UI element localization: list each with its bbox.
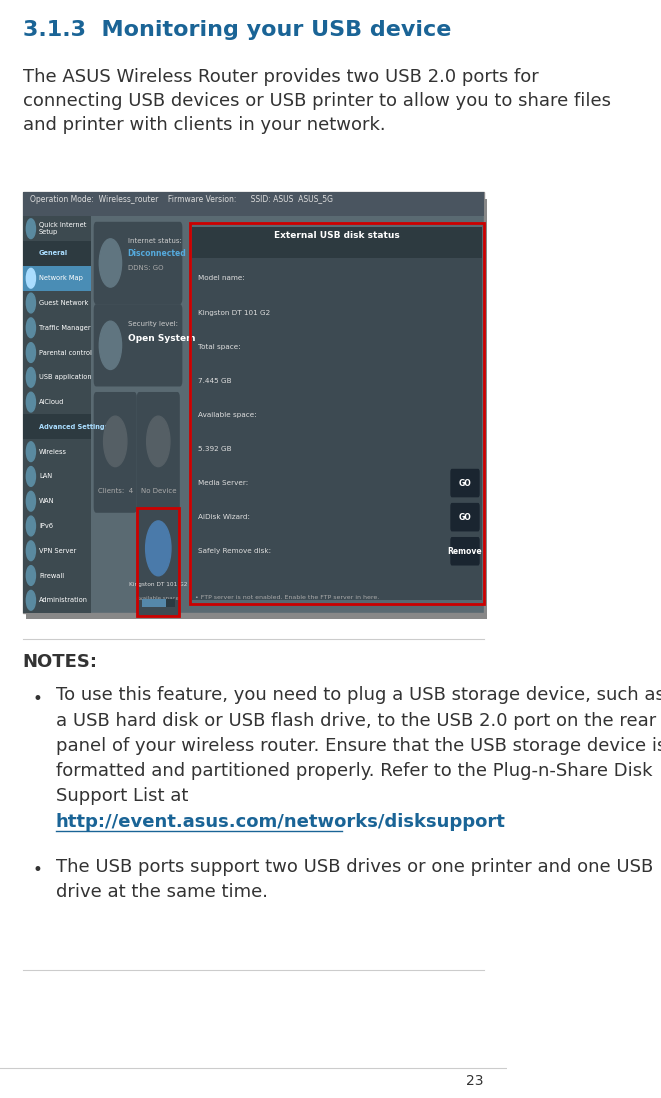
FancyBboxPatch shape [192,227,483,600]
FancyBboxPatch shape [142,600,175,606]
Text: The USB ports support two USB drives or one printer and one USB: The USB ports support two USB drives or … [56,858,653,875]
Text: • FTP server is not enabled. Enable the FTP server in here.: • FTP server is not enabled. Enable the … [194,595,379,601]
Text: Network Map: Network Map [39,276,83,281]
Text: Kingston DT 101 G2: Kingston DT 101 G2 [129,582,188,587]
Circle shape [99,239,122,287]
Text: Total space:: Total space: [198,344,241,349]
Circle shape [26,293,36,313]
Text: AiCloud: AiCloud [39,399,64,405]
Text: No Device: No Device [141,488,176,493]
FancyBboxPatch shape [192,227,483,258]
Circle shape [26,392,36,412]
Text: 5.392 GB: 5.392 GB [198,446,231,452]
Circle shape [26,219,36,238]
Circle shape [26,343,36,362]
FancyBboxPatch shape [22,192,484,216]
Text: DDNS: GO: DDNS: GO [128,265,163,270]
Text: Traffic Manager: Traffic Manager [39,325,91,330]
FancyBboxPatch shape [450,469,480,497]
Text: NOTES:: NOTES: [22,653,98,671]
Text: Clients:  4: Clients: 4 [98,488,133,493]
Text: drive at the same time.: drive at the same time. [56,883,268,900]
Text: Operation Mode:  Wireless_router    Firmware Version:      SSID: ASUS  ASUS_5G: Operation Mode: Wireless_router Firmware… [30,195,333,204]
Circle shape [145,520,171,575]
FancyBboxPatch shape [22,216,91,613]
FancyBboxPatch shape [137,507,180,617]
Text: VPN Server: VPN Server [39,548,76,553]
Text: 7.445 GB: 7.445 GB [198,378,231,384]
Circle shape [26,591,36,610]
Text: General: General [39,250,68,257]
Text: Advanced Settings: Advanced Settings [39,424,108,430]
Circle shape [26,516,36,536]
FancyBboxPatch shape [22,414,91,439]
Circle shape [26,441,36,461]
FancyBboxPatch shape [450,537,480,565]
Text: Quick Internet
Setup: Quick Internet Setup [39,223,87,235]
Text: Available space:: Available space: [198,412,256,418]
Circle shape [26,467,36,486]
Text: The ASUS Wireless Router provides two USB 2.0 ports for: The ASUS Wireless Router provides two US… [22,68,539,86]
Text: GO: GO [459,513,471,522]
Circle shape [147,416,170,467]
Text: Internet status:: Internet status: [128,238,182,244]
Text: AiDisk Wizard:: AiDisk Wizard: [198,514,250,520]
Text: 3.1.3  Monitoring your USB device: 3.1.3 Monitoring your USB device [22,20,451,40]
Text: Open System: Open System [128,334,195,343]
FancyBboxPatch shape [26,199,486,619]
Text: 23: 23 [466,1074,484,1088]
Text: Remove: Remove [447,547,483,556]
FancyBboxPatch shape [22,192,484,613]
Text: Disconnected: Disconnected [128,249,186,258]
Text: GO: GO [459,479,471,488]
FancyBboxPatch shape [450,503,480,531]
FancyBboxPatch shape [142,600,165,606]
Text: connecting USB devices or USB printer to allow you to share files: connecting USB devices or USB printer to… [22,92,611,110]
Text: Wireless: Wireless [39,449,67,455]
FancyBboxPatch shape [22,242,91,266]
Text: IPv6: IPv6 [39,523,53,529]
Text: Security level:: Security level: [128,321,178,326]
Text: Available space:: Available space: [136,596,180,601]
Text: a USB hard disk or USB flash drive, to the USB 2.0 port on the rear: a USB hard disk or USB flash drive, to t… [56,712,656,729]
Circle shape [26,318,36,338]
Text: Guest Network: Guest Network [39,300,89,306]
Circle shape [26,491,36,511]
Text: External USB disk status: External USB disk status [274,231,401,239]
Circle shape [99,321,122,369]
Text: •: • [33,861,43,878]
FancyBboxPatch shape [94,392,137,513]
Text: panel of your wireless router. Ensure that the USB storage device is: panel of your wireless router. Ensure th… [56,737,661,754]
Text: LAN: LAN [39,473,52,480]
Circle shape [26,368,36,388]
Text: Administration: Administration [39,597,88,603]
Text: formatted and partitioned properly. Refer to the Plug-n-Share Disk: formatted and partitioned properly. Refe… [56,762,652,780]
Text: Media Server:: Media Server: [198,480,248,486]
Text: •: • [33,690,43,707]
Text: and printer with clients in your network.: and printer with clients in your network… [22,116,385,134]
Text: USB application: USB application [39,374,92,380]
Circle shape [26,565,36,585]
Text: To use this feature, you need to plug a USB storage device, such as: To use this feature, you need to plug a … [56,686,661,704]
Circle shape [26,268,36,288]
Text: Kingston DT 101 G2: Kingston DT 101 G2 [198,310,270,315]
Text: Support List at: Support List at [56,787,188,805]
FancyBboxPatch shape [137,392,180,513]
FancyBboxPatch shape [22,266,91,291]
FancyBboxPatch shape [94,222,182,304]
Text: Parental control: Parental control [39,349,92,356]
Text: Model name:: Model name: [198,276,245,281]
Text: Safely Remove disk:: Safely Remove disk: [198,548,270,554]
Text: http://event.asus.com/networks/disksupport: http://event.asus.com/networks/disksuppo… [56,813,506,830]
FancyBboxPatch shape [94,304,182,386]
Text: WAN: WAN [39,498,54,504]
Circle shape [26,541,36,561]
Text: Firewall: Firewall [39,572,64,579]
Circle shape [104,416,127,467]
